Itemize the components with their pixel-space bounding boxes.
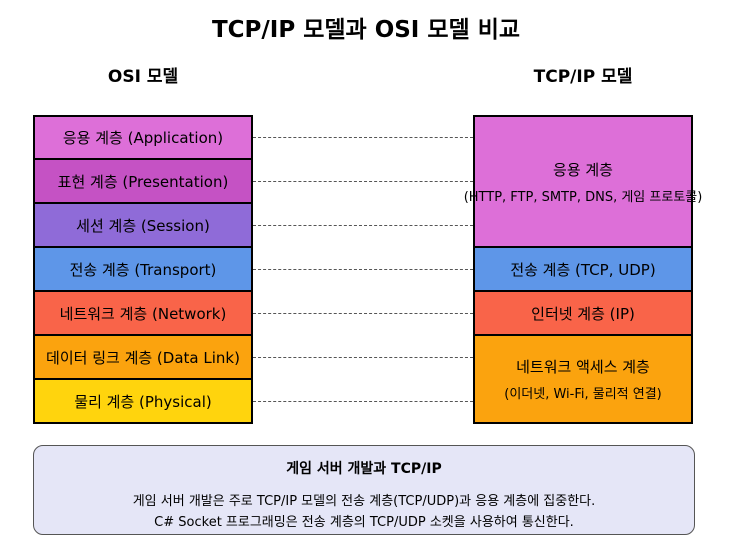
osi-layer-presentation: 표현 계층 (Presentation) [33,158,253,204]
tcpip-heading: TCP/IP 모델 [533,67,633,87]
diagram-title: TCP/IP 모델과 OSI 모델 비교 [211,17,521,43]
osi-layer-label: 응용 계층 (Application) [62,129,224,147]
connector-application [253,137,473,138]
tcpip-layer-transport: 전송 계층 (TCP, UDP) [473,246,693,292]
osi-layer-label: 전송 계층 (Transport) [69,260,217,279]
osi-layer-label: 세션 계층 (Session) [76,216,210,235]
osi-layer-label: 물리 계층 (Physical) [74,392,212,411]
tcpip-layer-sublabel: (이더넷, Wi-Fi, 물리적 연결) [504,387,662,402]
tcpip-layer-label: 네트워크 액세스 계층 [516,358,650,376]
tcpip-layer-label: 응용 계층 [553,160,613,179]
connector-session [253,225,473,226]
osi-layer-session: 세션 계층 (Session) [33,202,253,248]
connector-transport [253,269,473,270]
osi-layer-network: 네트워크 계층 (Network) [33,290,253,336]
note-line-1: 게임 서버 개발은 주로 TCP/IP 모델의 전송 계층(TCP/UDP)과 … [132,494,596,509]
osi-heading: OSI 모델 [107,67,179,87]
tcpip-layer-application: 응용 계층 (HTTP, FTP, SMTP, DNS, 게임 프로토콜) [464,115,702,248]
osi-layer-label: 데이터 링크 계층 (Data Link) [46,348,240,367]
connector-network [253,313,473,314]
osi-layer-transport: 전송 계층 (Transport) [33,246,253,292]
osi-layer-label: 표현 계층 (Presentation) [57,172,229,191]
osi-layer-label: 네트워크 계층 (Network) [59,304,227,323]
tcpip-layer-internet: 인터넷 계층 (IP) [473,290,693,336]
note-box: 게임 서버 개발과 TCP/IP 게임 서버 개발은 주로 TCP/IP 모델의… [33,445,695,535]
osi-layer-physical: 물리 계층 (Physical) [33,378,253,424]
tcpip-layer-label: 인터넷 계층 (IP) [531,304,635,323]
tcpip-layer-network-access: 네트워크 액세스 계층 (이더넷, Wi-Fi, 물리적 연결) [473,334,693,424]
note-line-2: C# Socket 프로그래밍은 전송 계층의 TCP/UDP 소켓을 사용하여… [154,515,574,530]
connector-physical [253,401,473,402]
connector-presentation [253,181,473,182]
tcpip-layer-sublabel: (HTTP, FTP, SMTP, DNS, 게임 프로토콜) [463,189,703,205]
osi-layer-data-link: 데이터 링크 계층 (Data Link) [33,334,253,380]
note-title: 게임 서버 개발과 TCP/IP [286,461,442,477]
tcpip-layer-label: 전송 계층 (TCP, UDP) [510,260,656,279]
osi-layer-application: 응용 계층 (Application) [33,115,253,160]
connector-data-link [253,357,473,358]
